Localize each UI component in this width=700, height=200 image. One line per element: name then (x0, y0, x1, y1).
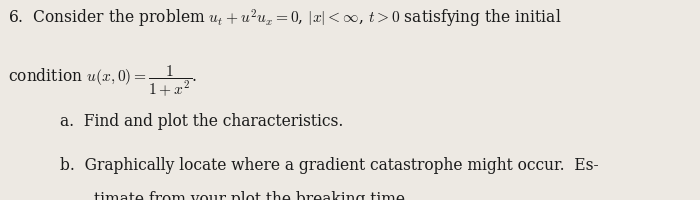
Text: 6.  Consider the problem $u_t + u^2u_x = 0$, $|x| < \infty$, $t > 0$ satisfying : 6. Consider the problem $u_t + u^2u_x = … (8, 8, 562, 30)
Text: b.  Graphically locate where a gradient catastrophe might occur.  Es-: b. Graphically locate where a gradient c… (60, 156, 598, 173)
Text: condition $u(x,0) = \dfrac{1}{1+x^2}$.: condition $u(x,0) = \dfrac{1}{1+x^2}$. (8, 64, 198, 99)
Text: timate from your plot the breaking time.: timate from your plot the breaking time. (94, 190, 410, 200)
Text: a.  Find and plot the characteristics.: a. Find and plot the characteristics. (60, 112, 343, 129)
